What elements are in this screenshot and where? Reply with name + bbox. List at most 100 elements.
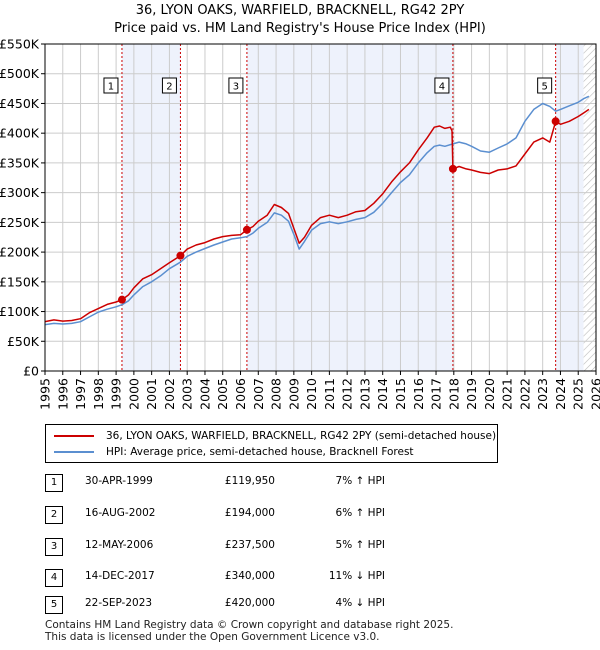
x-tick-label: 2013 [357,378,372,410]
x-axis-ticks: 1995 1996 1997 1998 1999 2000 2001 2002 2003 2004… [38,371,600,410]
shaded-period [555,44,584,371]
x-tick-label: 2021 [500,378,515,410]
sale-price: £194,000 [224,507,275,519]
sale-point [551,117,560,126]
sale-label: 2 [166,82,172,93]
legend-blue-label: HPI: Average price, semi-detached house,… [106,446,414,458]
x-tick-label: 2006 [233,378,248,410]
y-axis-ticks: £0 £50K £100K £150K £200K £250K £300K £350K £400… [0,37,45,379]
footer-line-2: This data is licensed under the Open Gov… [45,631,380,643]
sale-hpi-diff: 11% ↓ HPI [328,570,385,582]
sale-date: 22-SEP-2023 [85,597,153,609]
sale-label-box [161,77,177,94]
x-tick-label: 2024 [553,378,568,410]
x-tick-label: 2017 [429,378,444,410]
y-tick-label: £150K [0,274,40,289]
marker-layer: 1 2 3 4 5 [103,77,560,304]
x-tick-label: 2005 [215,378,230,410]
x-tick-label: 2008 [269,378,284,410]
sale-date: 30-APR-1999 [85,475,153,487]
y-tick-label: £400K [0,126,40,141]
x-tick-label: 2015 [393,378,408,410]
sale-number-badge: 3 [45,538,63,556]
price-chart: 1 2 3 4 5 £0 £50K £100K £150K £200K £250K £300K £35… [0,37,600,410]
x-tick-label: 1997 [73,378,88,410]
x-tick-label: 2020 [482,378,497,410]
table-row: 4 14-DEC-2017 £340,000 11% ↓ HPI [45,569,445,587]
legend-blue-swatch [54,451,94,453]
table-row: 3 12-MAY-2006 £237,500 5% ↑ HPI [45,538,445,556]
y-tick-label: £300K [0,185,40,200]
x-tick-label: 1995 [38,378,53,410]
price-paid-line [45,108,590,323]
title-line-1: 36, LYON OAKS, WARFIELD, BRACKNELL, RG42… [135,3,465,18]
forecast-hatch [583,44,596,371]
x-tick-label: 2009 [286,378,301,410]
sale-number-badge: 2 [45,506,63,524]
x-tick-label: 1996 [55,378,70,410]
sale-label: 4 [439,82,445,93]
sale-date: 16-AUG-2002 [85,507,156,519]
y-tick-label: £350K [0,155,40,170]
sale-price: £237,500 [224,539,275,551]
x-tick-label: 2000 [126,378,141,410]
sale-price: £340,000 [224,570,275,582]
y-tick-label: £550K [0,37,40,52]
x-tick-label: 2025 [571,378,586,410]
sale-number-badge: 5 [45,596,63,614]
sale-hpi-diff: 7% ↑ HPI [335,475,385,487]
table-row: 1 30-APR-1999 £119,950 7% ↑ HPI [45,474,445,492]
sale-point [117,295,126,304]
x-tick-label: 2007 [251,378,266,410]
sale-date: 12-MAY-2006 [85,539,154,551]
sale-label: 5 [541,82,547,93]
title-line-2: Price paid vs. HM Land Registry's House … [114,21,486,36]
y-tick-label: £250K [0,215,40,230]
sale-point [242,225,251,234]
sale-label-box [103,77,119,94]
x-tick-label: 2026 [589,378,600,410]
sale-price: £420,000 [224,597,275,609]
sale-point [176,251,185,260]
legend-entry-blue: HPI: Average price, semi-detached house,… [54,444,414,460]
x-tick-label: 2022 [517,378,532,410]
y-tick-label: £450K [0,96,40,111]
y-tick-label: £0 [23,364,39,379]
x-tick-label: 2011 [322,378,337,410]
x-tick-label: 2016 [411,378,426,410]
x-tick-label: 2004 [197,378,212,410]
legend: 36, LYON OAKS, WARFIELD, BRACKNELL, RG42… [45,424,498,463]
sale-hpi-diff: 4% ↓ HPI [335,597,385,609]
legend-red-swatch [54,435,94,437]
x-tick-label: 1998 [91,378,106,410]
sale-hpi-diff: 5% ↑ HPI [335,539,385,551]
x-tick-label: 2001 [144,378,159,410]
legend-red-label: 36, LYON OAKS, WARFIELD, BRACKNELL, RG42… [106,430,497,442]
sale-label-box [434,77,450,94]
sale-label-box [537,77,553,94]
sale-label: 1 [108,82,114,93]
sale-number-badge: 1 [45,474,63,492]
sale-label: 3 [233,82,239,93]
series-layer [45,95,590,326]
y-tick-label: £50K [7,334,40,349]
y-tick-label: £500K [0,66,40,81]
x-tick-label: 2002 [162,378,177,410]
x-tick-label: 2019 [464,378,479,410]
x-tick-label: 2014 [375,378,390,410]
sale-point [448,164,457,173]
x-tick-label: 1999 [109,378,124,410]
x-tick-label: 2018 [446,378,461,410]
shaded-period [246,44,453,371]
sale-label-box [228,77,244,94]
x-tick-label: 2012 [340,378,355,410]
sale-date: 14-DEC-2017 [85,570,155,582]
y-tick-label: £100K [0,304,40,319]
sale-lines-layer [121,44,557,371]
x-tick-label: 2010 [304,378,319,410]
grid-layer [44,43,597,372]
y-tick-label: £200K [0,245,40,260]
x-tick-label: 2003 [180,378,195,410]
footer: Contains HM Land Registry data © Crown c… [45,619,453,643]
table-row: 5 22-SEP-2023 £420,000 4% ↓ HPI [45,596,445,614]
